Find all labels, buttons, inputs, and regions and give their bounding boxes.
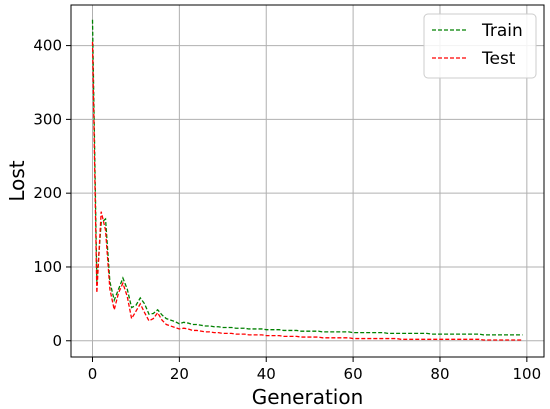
x-axis-label: Generation [252, 385, 364, 409]
axis-ticks: 0 20 40 60 80 100 0 100 200 300 400 [33, 37, 541, 383]
legend: Train Test [423, 13, 537, 79]
x-tick-label: 0 [88, 365, 98, 383]
y-tick-label: 400 [33, 37, 62, 55]
legend-label-test: Test [481, 49, 516, 69]
y-tick-label: 0 [52, 332, 62, 350]
x-tick-label: 80 [430, 365, 449, 383]
x-tick-label: 20 [170, 365, 189, 383]
y-tick-label: 200 [33, 184, 62, 202]
series-lines [91, 19, 523, 341]
series-line-test [91, 41, 523, 341]
y-axis-label: Lost [5, 160, 29, 201]
y-tick-label: 100 [33, 258, 62, 276]
x-tick-label: 100 [513, 365, 542, 383]
y-tick-label: 300 [33, 110, 62, 128]
x-tick-label: 60 [344, 365, 363, 383]
plot-frame [70, 4, 545, 358]
x-tick-label: 40 [257, 365, 276, 383]
legend-label-train: Train [481, 21, 523, 41]
series-line-train [91, 19, 523, 336]
